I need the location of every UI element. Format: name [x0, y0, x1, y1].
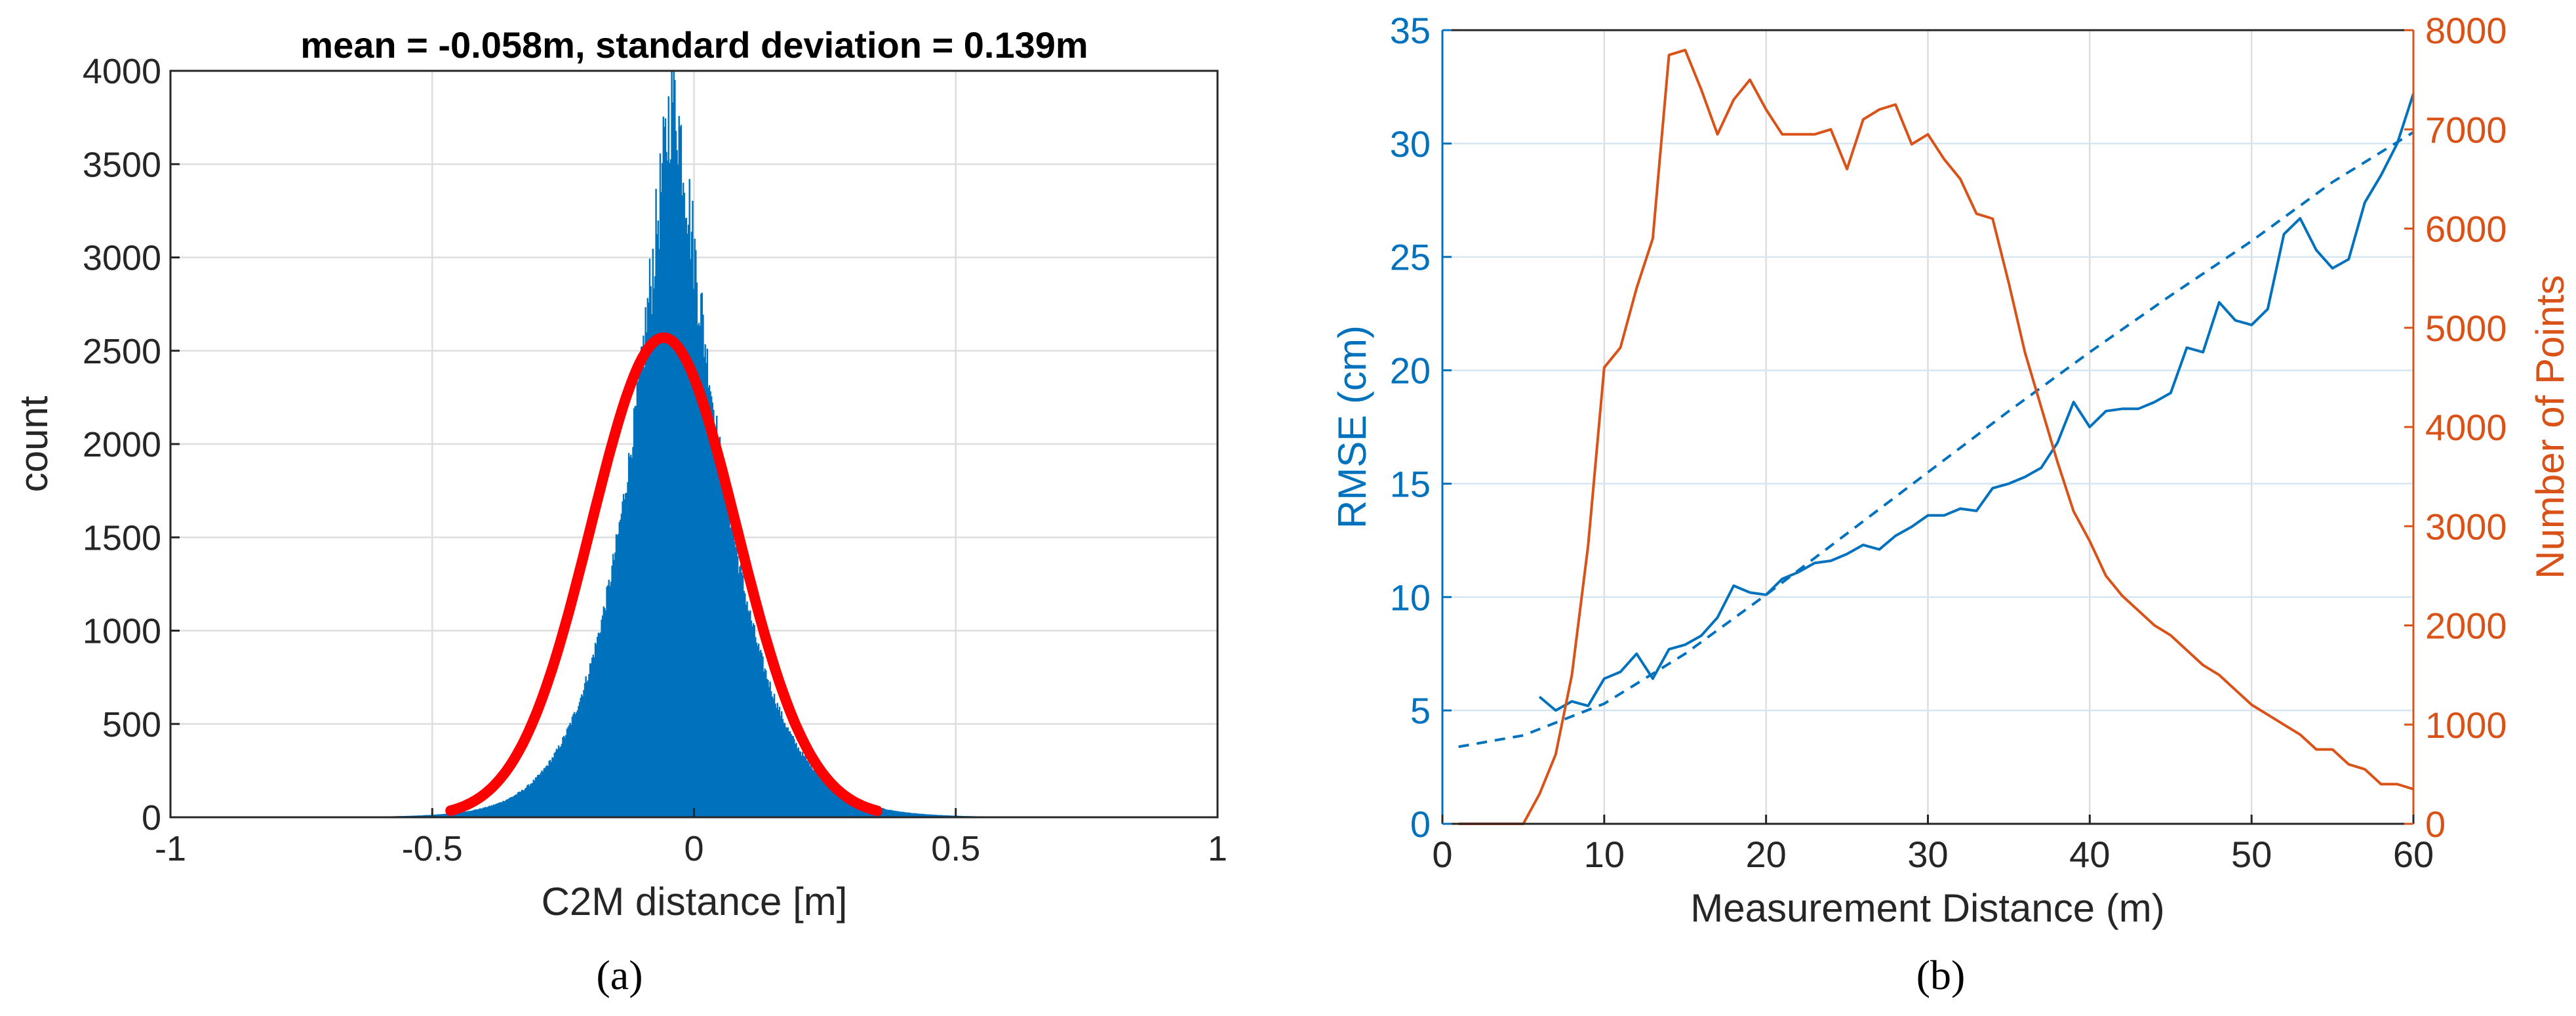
y2-tick-label: 2000 [2425, 605, 2507, 647]
y2-tick-label: 0 [2425, 803, 2446, 845]
y-tick-label: 3500 [83, 145, 161, 184]
y-tick-label: 10 [1390, 577, 1431, 618]
y-tick-labels-b: 0 5 10 15 20 25 30 35 [1390, 10, 1431, 845]
caption-a: (a) [596, 952, 643, 998]
y-tick-label: 3000 [83, 239, 161, 278]
x-axis-label-b: Measurement Distance (m) [1690, 886, 2165, 930]
x-tick-label: 20 [1746, 834, 1787, 875]
y-tick-label: 1000 [83, 612, 161, 651]
y-tick-label: 35 [1390, 10, 1431, 51]
y2-tick-label: 5000 [2425, 308, 2507, 349]
y-tick-label: 2500 [83, 332, 161, 371]
y-tick-label: 5 [1410, 690, 1431, 731]
y-tick-label: 0 [1410, 803, 1431, 845]
x-tick-label: 0 [1432, 834, 1452, 875]
y2-tick-label: 6000 [2425, 209, 2507, 250]
y2-tick-label: 8000 [2425, 10, 2507, 51]
x-tick-label: 0.5 [931, 829, 980, 868]
y-tick-label: 0 [142, 798, 161, 838]
chart-title-a: mean = -0.058m, standard deviation = 0.1… [300, 24, 1088, 66]
y-tick-label: 25 [1390, 237, 1431, 278]
x-tick-label: 50 [2231, 834, 2272, 875]
x-tick-label: 1 [1208, 829, 1227, 868]
y2-tick-label: 3000 [2425, 506, 2507, 547]
caption-b: (b) [1916, 952, 1966, 998]
y2-tick-labels-b: 0 1000 2000 3000 4000 5000 6000 7000 8000 [2425, 10, 2507, 845]
y-axis-label-b: RMSE (cm) [1330, 325, 1374, 529]
y2-tick-label: 4000 [2425, 407, 2507, 448]
y-tick-label: 30 [1390, 123, 1431, 165]
y-tick-label: 2000 [83, 425, 161, 464]
x-tick-label: 10 [1584, 834, 1625, 875]
x-tick-label: -0.5 [402, 829, 463, 868]
y-tick-label: 20 [1390, 350, 1431, 392]
y-tick-label: 1500 [83, 518, 161, 558]
y-axis-label-a: count [12, 396, 56, 492]
y-tick-labels-a: 0 500 1000 1500 2000 2500 3000 3500 4000 [83, 52, 161, 838]
y-tick-label: 4000 [83, 52, 161, 91]
y2-axis-label-b: Number of Points [2528, 275, 2572, 579]
y2-tick-label: 1000 [2425, 704, 2507, 746]
y-tick-label: 500 [102, 705, 161, 744]
x-tick-label: 30 [1907, 834, 1948, 875]
x-tick-label: 0 [684, 829, 703, 868]
y-tick-label: 15 [1390, 463, 1431, 504]
x-tick-label: 40 [2069, 834, 2110, 875]
x-axis-label-a: C2M distance [m] [542, 880, 848, 924]
y2-tick-label: 7000 [2425, 109, 2507, 150]
